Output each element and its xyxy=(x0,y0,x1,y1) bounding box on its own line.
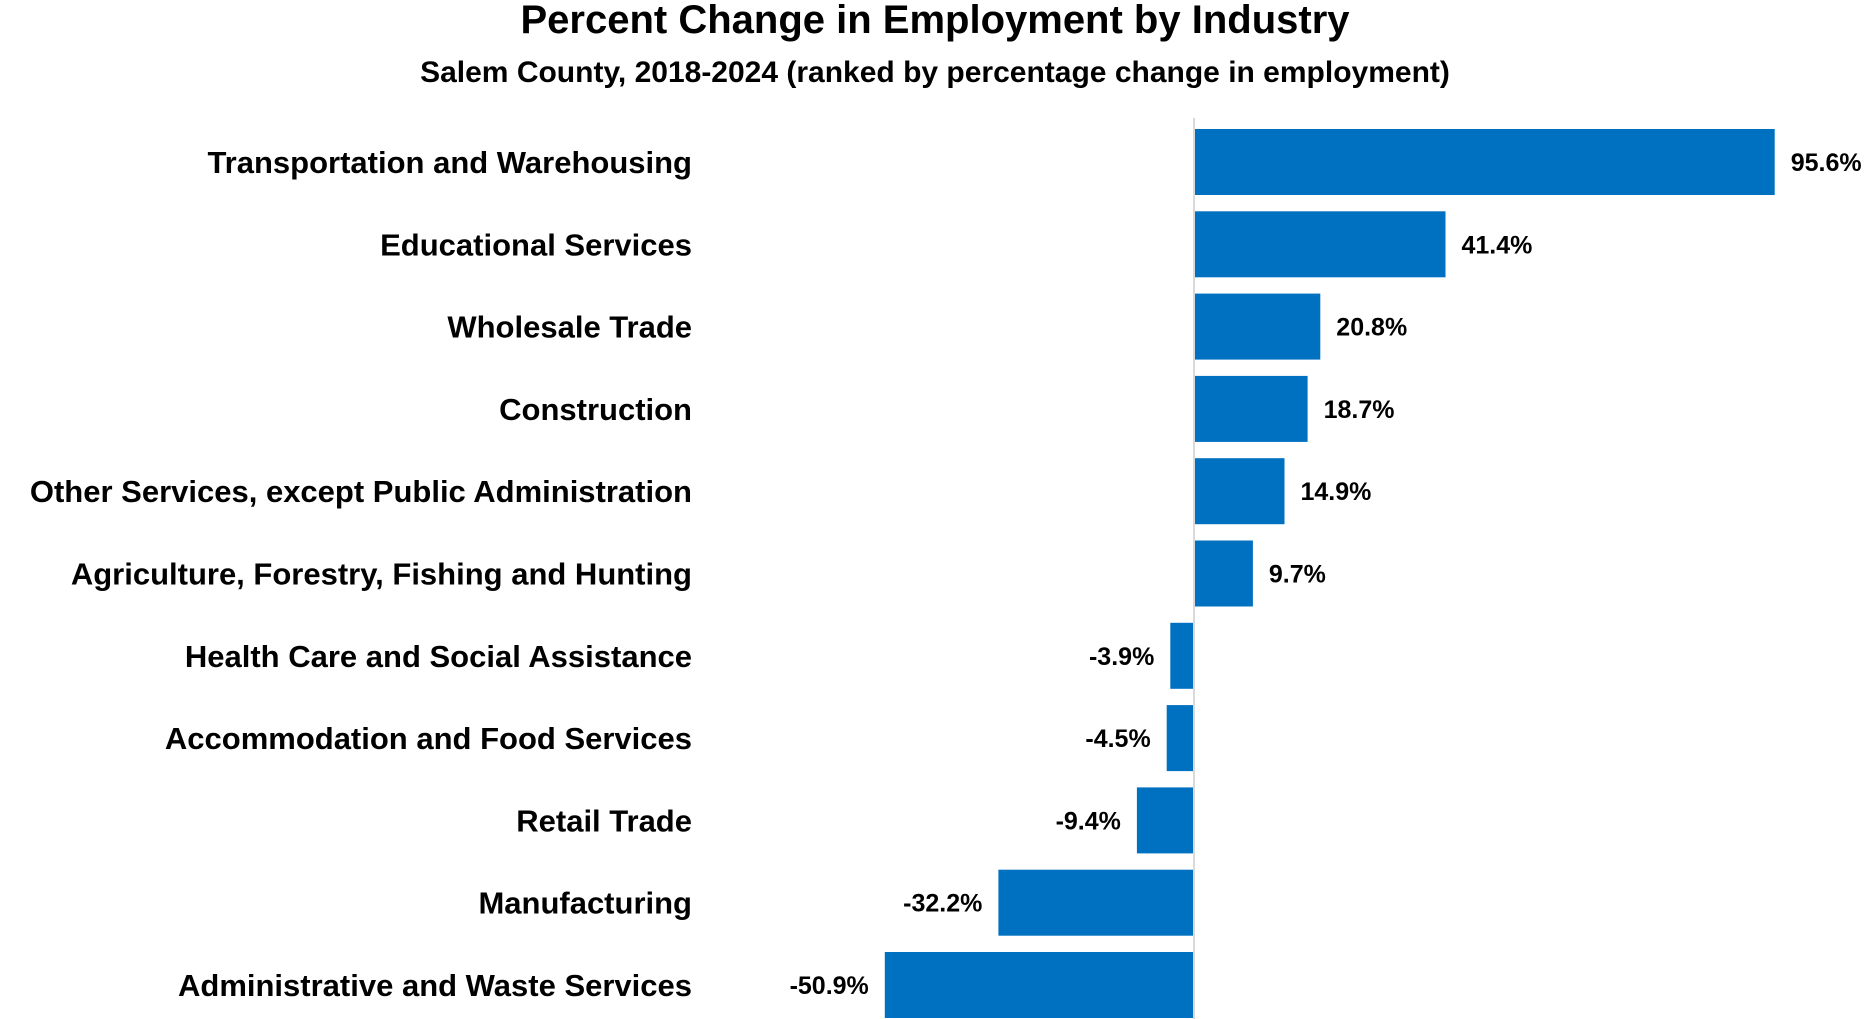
data-label-other-services-except-public-administration: 14.9% xyxy=(1301,478,1372,506)
bars-layer xyxy=(884,129,1775,1018)
data-label-manufacturing: -32.2% xyxy=(903,890,982,918)
category-label-administrative-and-waste-services: Administrative and Waste Services xyxy=(178,968,692,1003)
chart-subtitle: Salem County, 2018-2024 (ranked by perce… xyxy=(420,56,1450,89)
category-label-transportation-and-warehousing: Transportation and Warehousing xyxy=(207,145,692,180)
category-label-agriculture-forestry-fishing-and-hunting: Agriculture, Forestry, Fishing and Hunti… xyxy=(71,557,692,592)
bar-agriculture-forestry-fishing-and-hunting xyxy=(1194,540,1253,607)
data-label-wholesale-trade: 20.8% xyxy=(1336,314,1407,342)
data-label-accommodation-and-food-services: -4.5% xyxy=(1085,725,1150,753)
data-label-retail-trade: -9.4% xyxy=(1056,807,1121,835)
bar-accommodation-and-food-services xyxy=(1166,705,1194,772)
data-label-transportation-and-warehousing: 95.6% xyxy=(1791,149,1862,177)
data-label-agriculture-forestry-fishing-and-hunting: 9.7% xyxy=(1269,561,1326,589)
bar-retail-trade xyxy=(1136,787,1194,854)
data-labels: 95.6% 41.4% 20.8% 18.7% 14.9% 9.7% -3.9% -4.5% -… xyxy=(790,149,1862,1000)
category-labels: Transportation and Warehousing Educationa… xyxy=(30,145,692,1003)
category-label-retail-trade: Retail Trade xyxy=(516,803,692,838)
category-label-construction: Construction xyxy=(499,392,692,427)
bar-manufacturing xyxy=(998,869,1194,936)
bar-health-care-and-social-assistance xyxy=(1170,622,1194,689)
bar-construction xyxy=(1194,375,1308,442)
data-label-educational-services: 41.4% xyxy=(1462,231,1533,259)
bar-wholesale-trade xyxy=(1194,293,1321,360)
chart-title: Percent Change in Employment by Industry xyxy=(520,0,1350,42)
bar-other-services-except-public-administration xyxy=(1194,458,1285,525)
data-label-health-care-and-social-assistance: -3.9% xyxy=(1089,643,1154,671)
category-label-accommodation-and-food-services: Accommodation and Food Services xyxy=(165,721,692,756)
category-label-other-services-except-public-administration: Other Services, except Public Administra… xyxy=(30,474,692,509)
category-label-educational-services: Educational Services xyxy=(380,227,692,262)
category-label-health-care-and-social-assistance: Health Care and Social Assistance xyxy=(185,639,692,674)
bar-educational-services xyxy=(1194,211,1446,278)
bar-administrative-and-waste-services xyxy=(884,952,1194,1018)
category-label-wholesale-trade: Wholesale Trade xyxy=(447,310,692,345)
category-label-manufacturing: Manufacturing xyxy=(478,886,692,921)
bar-transportation-and-warehousing xyxy=(1194,129,1775,195)
data-label-administrative-and-waste-services: -50.9% xyxy=(790,972,869,1000)
data-label-construction: 18.7% xyxy=(1324,396,1395,424)
